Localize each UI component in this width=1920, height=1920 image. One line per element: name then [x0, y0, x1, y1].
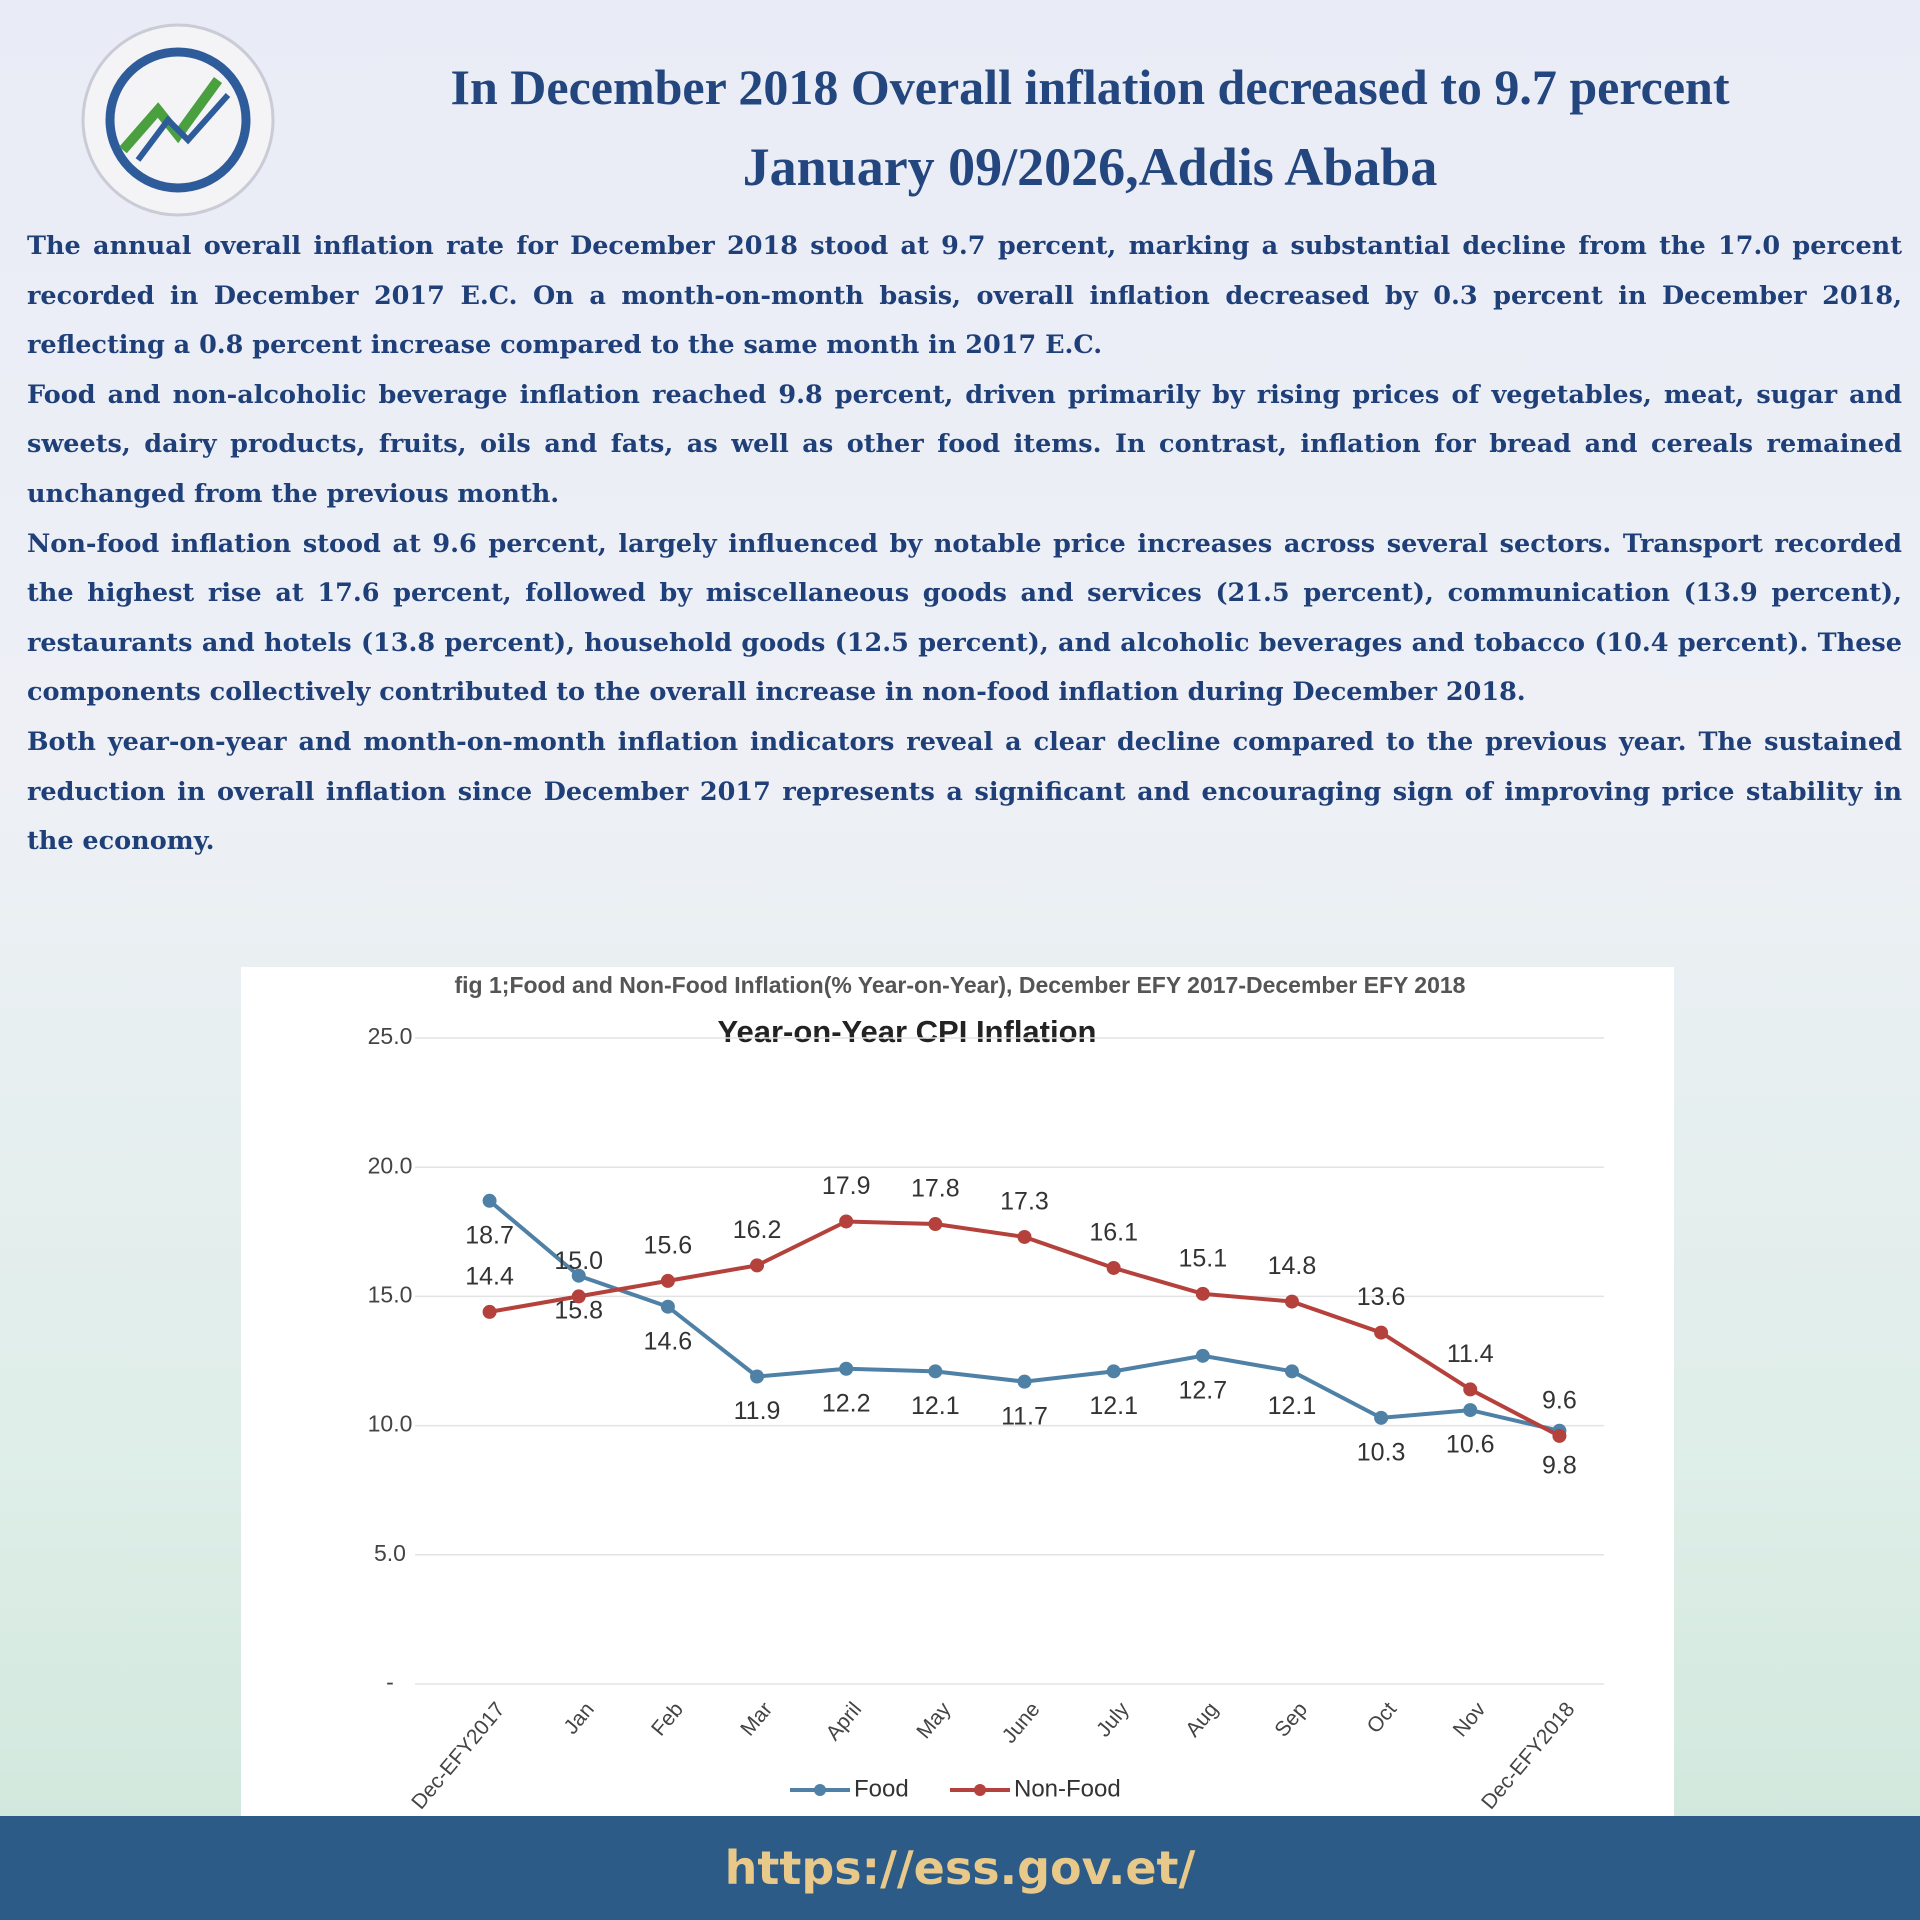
data-label: 15.1	[1178, 1244, 1227, 1272]
data-label: 15.0	[554, 1247, 603, 1275]
point	[1284, 1294, 1299, 1309]
y-tick-label: 10.0	[368, 1411, 413, 1437]
headline: In December 2018 Overall inflation decre…	[450, 59, 1730, 115]
data-label: 10.3	[1357, 1438, 1406, 1466]
y-tick-label: 15.0	[368, 1281, 413, 1307]
chart-background	[241, 967, 1674, 1816]
data-label: 15.6	[644, 1232, 693, 1260]
data-label: 17.3	[1000, 1188, 1049, 1216]
point	[1374, 1410, 1389, 1425]
point	[1106, 1364, 1121, 1379]
y-tick-label: 25.0	[368, 1023, 413, 1049]
data-label: 11.9	[734, 1397, 781, 1425]
logo	[81, 23, 275, 217]
point	[660, 1273, 675, 1288]
paragraph: Both year-on-year and month-on-month inf…	[27, 726, 1902, 857]
point	[1106, 1260, 1121, 1275]
point	[928, 1364, 943, 1379]
data-label: 12.1	[1089, 1392, 1138, 1420]
data-label: 16.1	[1089, 1219, 1138, 1247]
legend-label: Non-Food	[1014, 1775, 1121, 1802]
chart: fig 1;Food and Non-Food Inflation(% Year…	[241, 967, 1674, 1816]
data-label: 18.7	[465, 1221, 514, 1249]
data-label: 11.4	[1447, 1340, 1494, 1368]
data-label: 17.8	[911, 1175, 960, 1203]
paragraph: Non-food inflation stood at 9.6 percent,…	[27, 528, 1902, 708]
data-label: 12.1	[1268, 1392, 1317, 1420]
point	[571, 1289, 586, 1304]
point	[1017, 1229, 1032, 1244]
point	[1017, 1374, 1032, 1389]
point	[839, 1214, 854, 1229]
data-label: 12.7	[1178, 1376, 1227, 1404]
dateline: January 09/2026,Addis Ababa	[742, 137, 1438, 197]
data-label: 14.4	[465, 1263, 514, 1291]
data-label: 12.2	[822, 1389, 871, 1417]
paragraph: The annual overall inflation rate for De…	[27, 231, 1902, 361]
data-label: 16.2	[733, 1216, 782, 1244]
y-tick-label: -	[386, 1669, 394, 1695]
point	[1463, 1382, 1478, 1397]
legend-marker	[814, 1784, 826, 1796]
point	[660, 1299, 675, 1314]
point	[928, 1217, 943, 1232]
point	[1195, 1286, 1210, 1301]
point	[839, 1361, 854, 1376]
point	[1195, 1348, 1210, 1363]
paragraph: Food and non-alcoholic beverage inflatio…	[27, 379, 1902, 509]
data-label: 9.8	[1542, 1451, 1577, 1479]
figure-caption: fig 1;Food and Non-Food Inflation(% Year…	[455, 972, 1466, 998]
data-label: 14.8	[1268, 1252, 1317, 1280]
data-label: 11.7	[1001, 1402, 1048, 1430]
point	[1552, 1428, 1567, 1443]
y-tick-label: 5.0	[374, 1540, 406, 1566]
data-label: 14.6	[644, 1327, 693, 1355]
point	[1463, 1403, 1478, 1418]
point	[1284, 1364, 1299, 1379]
data-label: 12.1	[911, 1392, 960, 1420]
footer-url: https://ess.gov.et/	[0, 1816, 1920, 1920]
point	[750, 1369, 765, 1384]
legend-marker	[974, 1784, 986, 1796]
chart-title: Year-on-Year CPI Inflation	[718, 1014, 1097, 1049]
data-label: 17.9	[822, 1172, 871, 1200]
point	[482, 1193, 497, 1208]
point	[571, 1268, 586, 1283]
legend-label: Food	[854, 1775, 909, 1802]
data-label: 10.6	[1446, 1431, 1495, 1459]
data-label: 9.6	[1542, 1387, 1577, 1415]
point	[482, 1304, 497, 1319]
point	[750, 1258, 765, 1273]
point	[1374, 1325, 1389, 1340]
article-body: The annual overall inflation rate for De…	[27, 222, 1902, 867]
data-label: 13.6	[1357, 1283, 1406, 1311]
y-tick-label: 20.0	[368, 1152, 413, 1178]
